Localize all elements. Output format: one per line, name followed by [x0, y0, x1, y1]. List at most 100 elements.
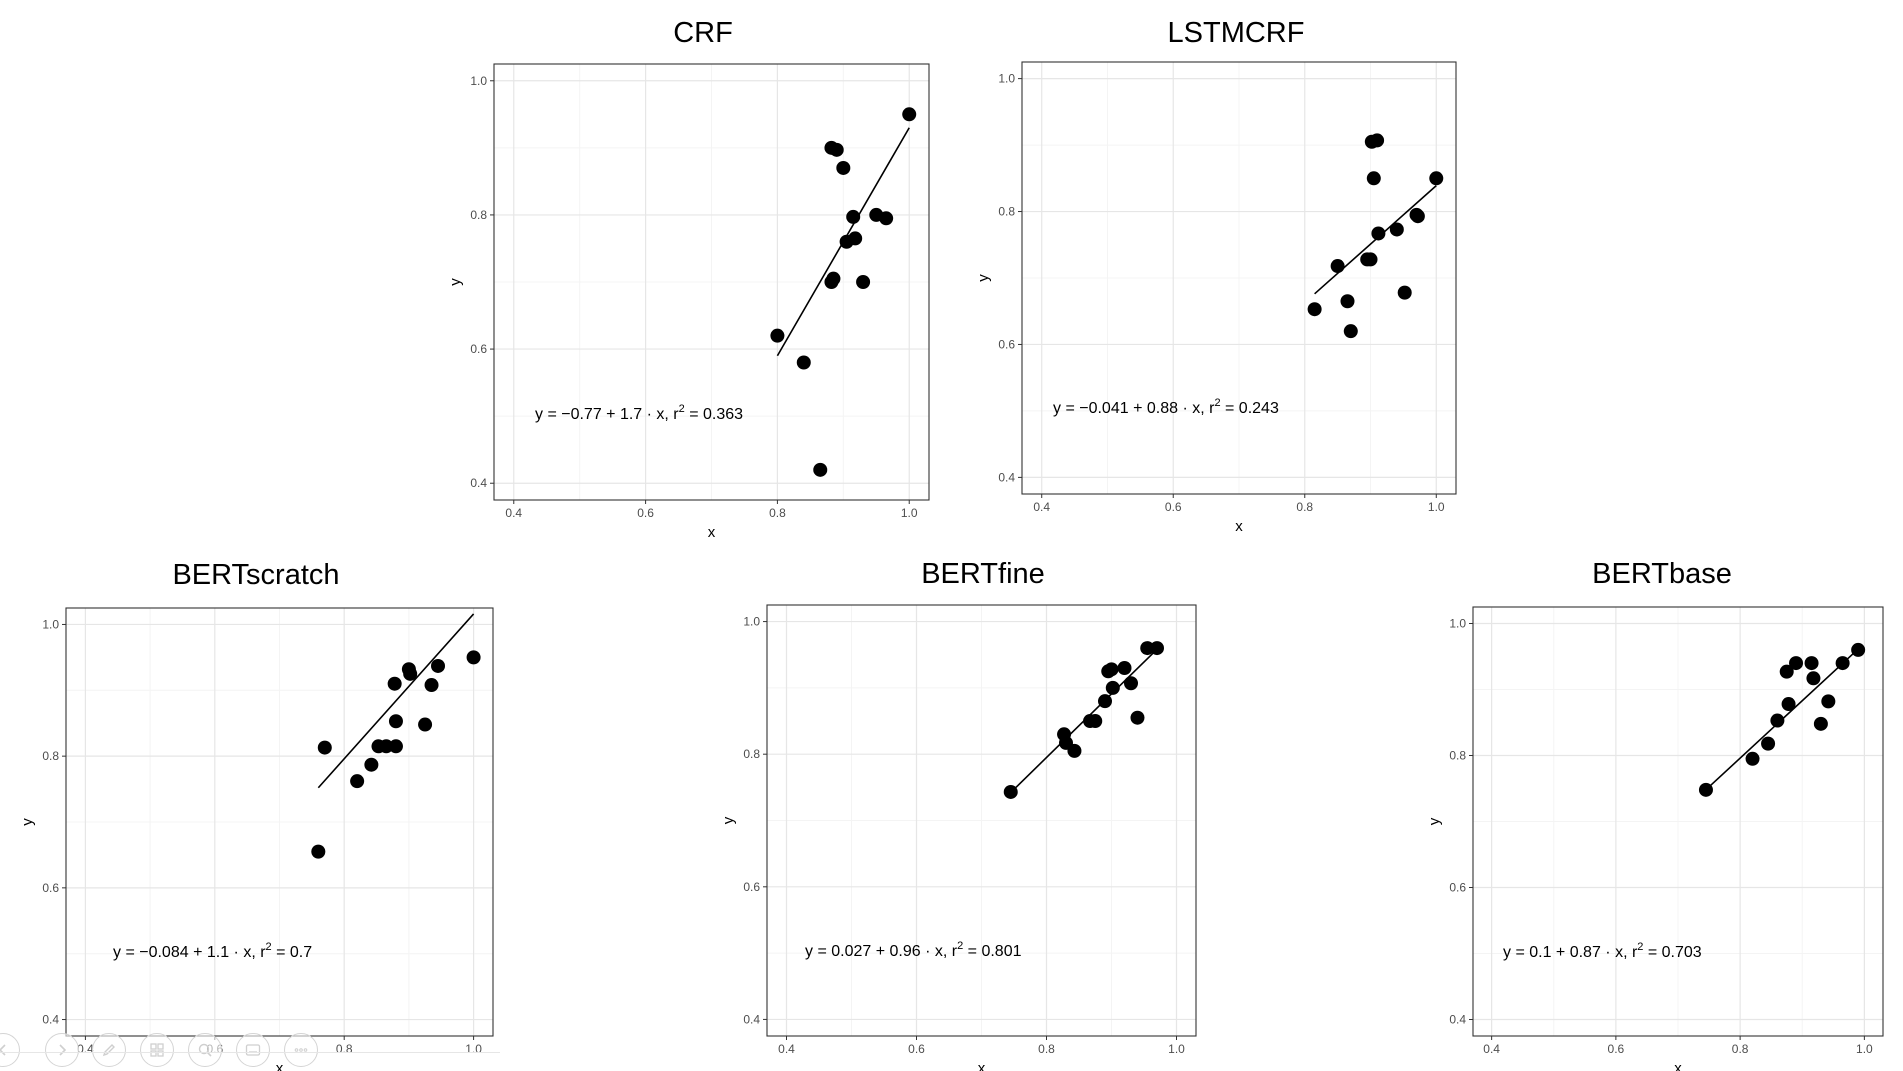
nav-divider [0, 1052, 500, 1053]
regression-line [1705, 648, 1859, 791]
y-axis-label: y [447, 278, 464, 286]
data-point [1117, 660, 1132, 675]
data-point [1779, 664, 1794, 679]
data-point [403, 666, 418, 681]
see-all-slides-button[interactable] [140, 1033, 174, 1067]
x-tick-label: 0.6 [637, 506, 654, 520]
data-point [424, 678, 439, 693]
data-point [1340, 294, 1355, 309]
slides-grid-icon [150, 1043, 164, 1057]
data-point [1410, 209, 1425, 224]
regression-formula: y = −0.77 + 1.7 · x, r2 = 0.363 [535, 403, 743, 423]
y-axis-label: y [975, 274, 992, 282]
slideshow-nav-bar [0, 1032, 500, 1070]
regression-formula: y = −0.041 + 0.88 · x, r2 = 0.243 [1053, 397, 1279, 417]
data-point [418, 717, 433, 732]
regression-line [776, 127, 910, 357]
x-tick-label: 0.6 [1608, 1042, 1625, 1056]
data-point [846, 209, 861, 224]
x-tick-label: 0.8 [1038, 1042, 1055, 1056]
x-tick-label: 0.4 [778, 1042, 795, 1056]
regression-formula: y = −0.084 + 1.1 · x, r2 = 0.7 [113, 941, 312, 961]
data-point [1397, 285, 1412, 300]
data-point [1821, 694, 1836, 709]
next-slide-icon [59, 1044, 67, 1056]
y-tick-label: 0.8 [42, 749, 59, 763]
data-point [1363, 252, 1378, 267]
y-tick-label: 0.4 [1449, 1013, 1466, 1027]
data-point [1307, 302, 1322, 317]
y-tick-label: 0.8 [1449, 749, 1466, 763]
subtitles-button[interactable] [236, 1033, 270, 1067]
data-point [902, 107, 917, 122]
data-point [1389, 222, 1404, 237]
data-point [829, 142, 844, 157]
chart-title: BERTfine [921, 558, 1045, 590]
next-slide-button[interactable] [45, 1033, 79, 1067]
data-point [388, 714, 403, 729]
data-point [350, 774, 365, 789]
data-point [364, 757, 379, 772]
data-point [856, 275, 871, 289]
more-options-button[interactable] [284, 1033, 318, 1067]
zoom-button[interactable] [188, 1033, 222, 1067]
regression-line [1314, 185, 1437, 295]
pen-tool-button[interactable] [92, 1033, 126, 1067]
y-tick-label: 1.0 [1449, 617, 1466, 631]
data-point [388, 739, 403, 754]
chart-title: CRF [673, 17, 733, 49]
plot-border [65, 607, 494, 1037]
chart-bertfine: BERTfine 0.4 0.6 0.8 1.0 0.4 0.6 0.8 1.0 x y y = … [720, 558, 1197, 1071]
data-point [379, 739, 394, 754]
prev-slide-button[interactable] [0, 1033, 20, 1067]
chart-bertscratch: BERTscratch 0.40.60.81.00.40.60.81.0xy y… [19, 559, 494, 1071]
data-point [879, 211, 894, 226]
data-point [1806, 671, 1821, 686]
chart-title: BERTscratch [172, 559, 339, 591]
x-axis-label: x [708, 524, 716, 541]
data-point [1804, 656, 1819, 671]
data-point [466, 650, 481, 665]
plot-border [1472, 606, 1884, 1037]
x-tick-label: 1.0 [1856, 1042, 1873, 1056]
x-axis-label: x [276, 1060, 284, 1071]
data-point [311, 844, 326, 859]
y-tick-label: 0.6 [743, 880, 760, 894]
data-point [1088, 714, 1103, 729]
data-point [1371, 226, 1386, 241]
y-axis-label: y [720, 816, 737, 824]
x-tick-label: 1.0 [1168, 1042, 1185, 1056]
data-point [1130, 710, 1145, 725]
y-tick-label: 1.0 [470, 74, 487, 88]
data-point [317, 740, 332, 755]
data-point [1813, 716, 1828, 731]
data-point [1140, 641, 1155, 656]
pen-icon [102, 1044, 115, 1057]
more-options-icon [294, 1048, 308, 1052]
data-point [770, 328, 785, 343]
y-tick-label: 1.0 [42, 617, 59, 631]
x-tick-label: 0.6 [908, 1042, 925, 1056]
data-point [796, 355, 811, 370]
data-point [1067, 743, 1082, 758]
regression-formula: y = 0.1 + 0.87 · x, r2 = 0.703 [1503, 941, 1702, 961]
data-point [387, 676, 402, 691]
plot-border [493, 63, 930, 501]
y-tick-label: 0.8 [470, 208, 487, 222]
data-point [1104, 662, 1119, 677]
data-point [1429, 171, 1444, 186]
regression-formula: y = 0.027 + 0.96 · x, r2 = 0.801 [805, 940, 1022, 960]
data-point [1770, 713, 1785, 728]
x-axis-label: x [1235, 518, 1243, 535]
y-tick-label: 0.6 [470, 342, 487, 356]
data-point [1789, 656, 1804, 671]
data-point [1781, 697, 1796, 712]
x-tick-label: 0.4 [505, 506, 522, 520]
x-tick-label: 1.0 [901, 506, 918, 520]
y-tick-label: 1.0 [743, 615, 760, 629]
x-tick-label: 0.8 [1732, 1042, 1749, 1056]
chart-title: LSTMCRF [1168, 17, 1305, 49]
zoom-icon [198, 1043, 212, 1057]
x-axis-label: x [1674, 1060, 1682, 1071]
y-tick-label: 0.8 [743, 747, 760, 761]
